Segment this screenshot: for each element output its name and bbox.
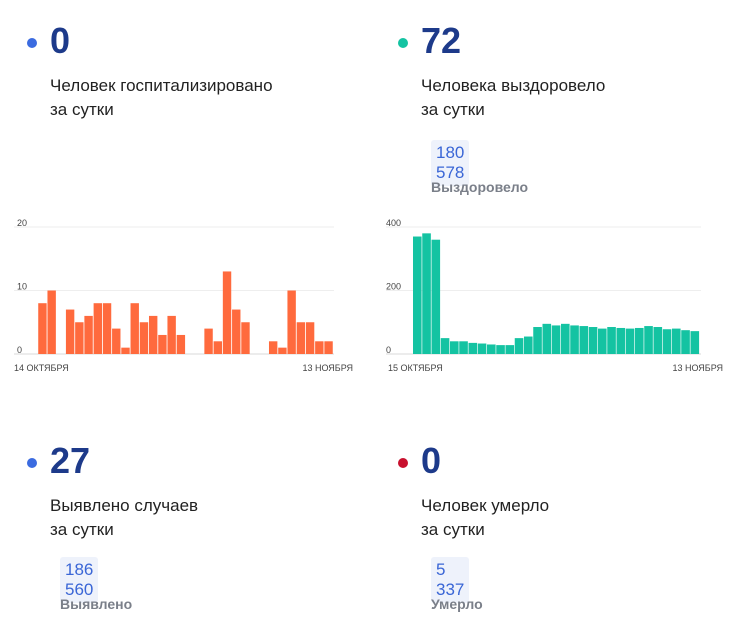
bar [222, 271, 232, 354]
bar [278, 347, 287, 354]
bar [158, 334, 167, 354]
y-tick-label: 200 [386, 282, 401, 292]
bar [551, 325, 561, 354]
bar [672, 328, 681, 354]
cases-desc-line1: Выявлено случаев [50, 496, 199, 515]
recovered-value: 72 [421, 20, 462, 61]
bar [496, 345, 505, 354]
bar [167, 315, 176, 354]
bar [121, 347, 130, 354]
recovered-chart: 0 200 400 15 ОКТЯБРЯ 13 НОЯБРЯ [386, 218, 723, 373]
deaths-description: Человек умерло за сутки [421, 494, 681, 542]
bar [561, 323, 570, 354]
bar [459, 341, 468, 354]
bar [38, 303, 47, 354]
bar [112, 328, 121, 354]
bar [598, 328, 607, 354]
bar [681, 330, 690, 354]
status-dot [27, 458, 37, 468]
bar [324, 341, 333, 354]
bar [75, 322, 84, 354]
x-end-label: 13 НОЯБРЯ [302, 363, 353, 373]
bar [505, 345, 515, 354]
y-tick-label: 0 [17, 345, 22, 355]
bar [305, 322, 315, 354]
bar [440, 338, 450, 354]
hospitalized-desc-line2: за сутки [50, 100, 114, 119]
bar [47, 290, 56, 354]
bar [139, 322, 149, 354]
deaths-total: 5 337 [431, 557, 470, 603]
bar [241, 322, 250, 354]
bar [514, 338, 524, 354]
status-dot [398, 458, 408, 468]
bar [213, 341, 222, 354]
bar [570, 325, 579, 354]
bar [533, 327, 542, 354]
bar [468, 342, 478, 354]
bar [204, 328, 213, 354]
bar [315, 341, 324, 354]
bar [287, 290, 296, 354]
bar [268, 341, 278, 354]
y-tick-label: 20 [17, 218, 27, 228]
recovered-desc-line1: Человека выздоровело [421, 76, 606, 95]
bar [588, 327, 598, 354]
bar [477, 343, 487, 354]
bar [690, 331, 700, 354]
hospitalized-chart: 0 10 20 14 ОКТЯБРЯ 13 НОЯБРЯ [14, 218, 353, 373]
x-start-label: 15 ОКТЯБРЯ [388, 363, 443, 373]
deaths-desc-line2: за сутки [421, 520, 485, 539]
bar [625, 328, 635, 354]
bar [524, 336, 533, 354]
bar [413, 236, 422, 354]
y-tick-label: 10 [17, 282, 27, 292]
bar [579, 326, 589, 354]
hospitalized-value: 0 [50, 20, 71, 61]
status-dot [27, 38, 37, 48]
y-tick-label: 0 [386, 345, 391, 355]
bar [296, 322, 306, 354]
x-end-label: 13 НОЯБРЯ [672, 363, 723, 373]
x-start-label: 14 ОКТЯБРЯ [14, 363, 69, 373]
recovered-total-label: Выздоровело [431, 179, 529, 195]
deaths-desc-line1: Человек умерло [421, 496, 550, 515]
bar [635, 327, 644, 354]
y-tick-label: 400 [386, 218, 401, 228]
recovered-description: Человека выздоровело за сутки [421, 74, 681, 122]
bar [450, 341, 459, 354]
cases-total-label: Выявлено [60, 596, 133, 612]
bar [93, 303, 103, 354]
bar [644, 326, 653, 354]
cases-desc-line2: за сутки [50, 520, 114, 539]
bar [607, 327, 616, 354]
bar [102, 303, 112, 354]
bar [130, 303, 139, 354]
bar [431, 239, 441, 354]
bar [542, 323, 552, 354]
cases-description: Выявлено случаев за сутки [50, 494, 310, 542]
bar [84, 315, 93, 354]
cases-value: 27 [50, 440, 91, 481]
bar [148, 315, 158, 354]
bar [65, 309, 75, 354]
bar [232, 309, 241, 354]
bar [662, 329, 672, 354]
deaths-value: 0 [421, 440, 442, 481]
hospitalized-description: Человек госпитализировано за сутки [50, 74, 310, 122]
deaths-total-label: Умерло [431, 596, 483, 612]
status-dot [398, 38, 408, 48]
bar [653, 327, 663, 354]
bar [487, 344, 496, 354]
bar [422, 233, 431, 354]
recovered-desc-line2: за сутки [421, 100, 485, 119]
cases-total: 186 560 [60, 557, 99, 603]
hospitalized-desc-line1: Человек госпитализировано [50, 76, 273, 95]
recovered-total: 180 578 [431, 140, 470, 186]
bar [616, 327, 626, 354]
bar [176, 334, 186, 354]
